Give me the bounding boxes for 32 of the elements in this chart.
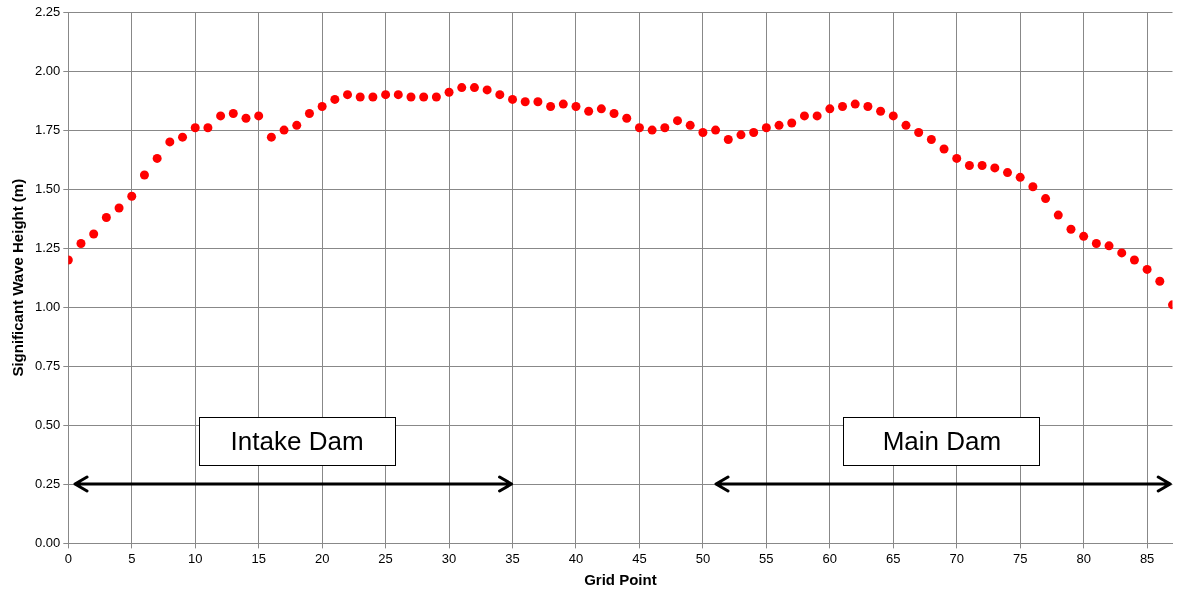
y-axis-title: Significant Wave Height (m) (9, 178, 27, 377)
annotation: Main Dam (843, 416, 1041, 466)
y-tick-label: 0.25 (34, 475, 61, 491)
x-tick-label: 40 (568, 550, 584, 566)
x-axis-title: Grid Point (584, 571, 657, 589)
x-tick-label: 20 (314, 550, 330, 566)
y-tick-label: 0.50 (34, 416, 61, 432)
x-tick-label: 80 (1076, 550, 1091, 566)
x-tick-label: 45 (632, 550, 647, 566)
x-tick-label: 50 (695, 550, 711, 566)
x-tick-label: 55 (759, 550, 774, 566)
y-tick-label: 1.75 (34, 121, 61, 137)
y-tick-label: 2.00 (34, 62, 61, 78)
y-tick-label: 1.50 (34, 180, 61, 196)
x-tick-label: 5 (128, 550, 136, 566)
x-tick-label: 65 (886, 550, 901, 566)
x-tick-label: 25 (378, 550, 393, 566)
y-tick-label: 1.00 (34, 298, 61, 314)
annotation: Intake Dam (198, 416, 396, 466)
x-tick-label: 70 (949, 550, 964, 566)
x-tick-label: 0 (64, 550, 72, 566)
y-tick-label: 0.00 (34, 534, 61, 550)
x-tick-label: 35 (505, 550, 520, 566)
x-tick-label: 60 (822, 550, 838, 566)
y-tick-label: 2.25 (34, 3, 61, 19)
y-tick-label: 0.75 (34, 357, 61, 373)
x-tick-label: 85 (1139, 550, 1155, 566)
x-tick-label: 10 (187, 550, 203, 566)
y-tick-label: 1.25 (34, 239, 61, 255)
x-tick-label: 15 (251, 550, 266, 566)
x-tick-label: 75 (1012, 550, 1028, 566)
x-tick-label: 30 (441, 550, 457, 566)
